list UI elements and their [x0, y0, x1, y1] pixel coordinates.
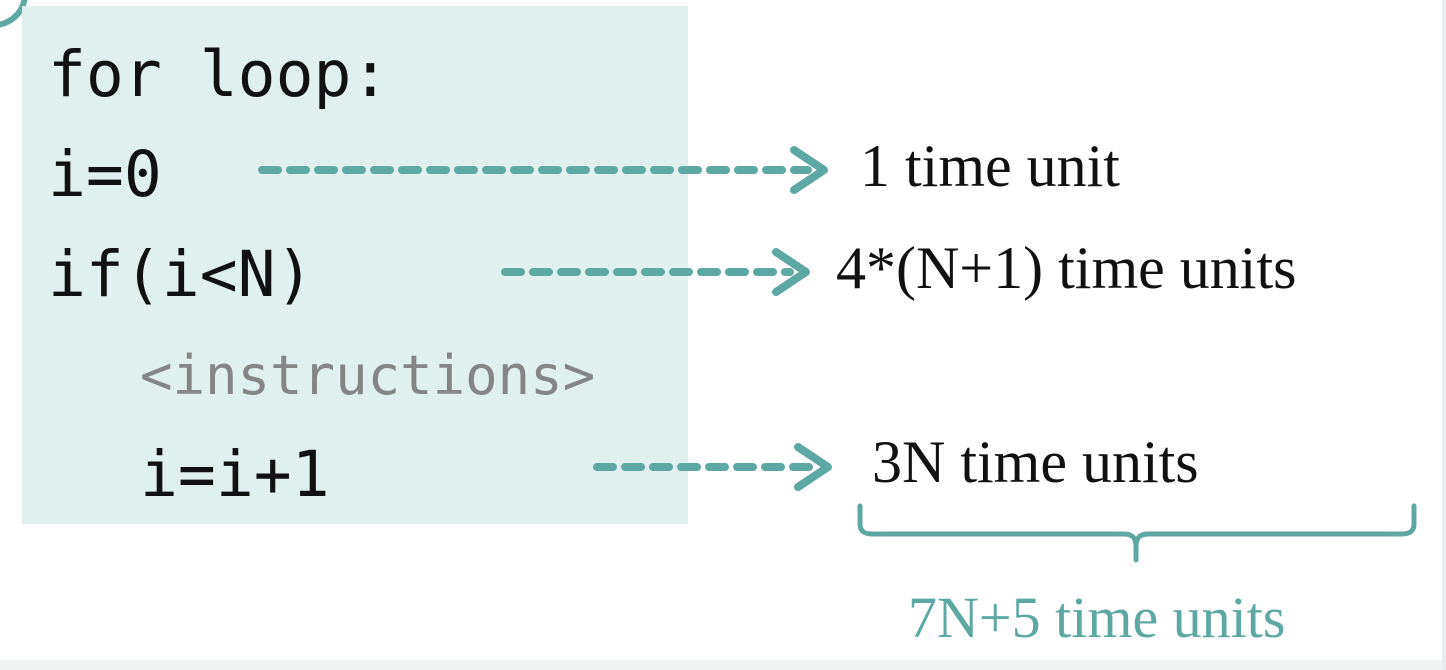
dashed-arrow-icon — [593, 443, 832, 491]
annotation-init-cost: 1 time unit — [860, 133, 1120, 199]
total-cost-label: 7N+5 time units — [908, 585, 1286, 650]
code-line-for-loop: for loop: — [48, 38, 390, 111]
bottom-strip — [0, 660, 1446, 670]
code-line-instructions: <instructions> — [140, 344, 596, 407]
annotation-increment-cost: 3N time units — [872, 429, 1199, 495]
dashed-arrow-icon — [258, 146, 828, 194]
code-line-increment: i=i+1 — [140, 438, 330, 511]
dashed-arrow-icon — [501, 248, 810, 296]
code-line-init: i=0 — [48, 138, 162, 211]
code-line-condition: if(i<N) — [48, 238, 314, 311]
underbrace-icon — [857, 503, 1417, 563]
annotation-condition-cost: 4*(N+1) time units — [836, 235, 1297, 301]
right-edge — [1442, 0, 1446, 670]
code-panel — [22, 6, 688, 524]
